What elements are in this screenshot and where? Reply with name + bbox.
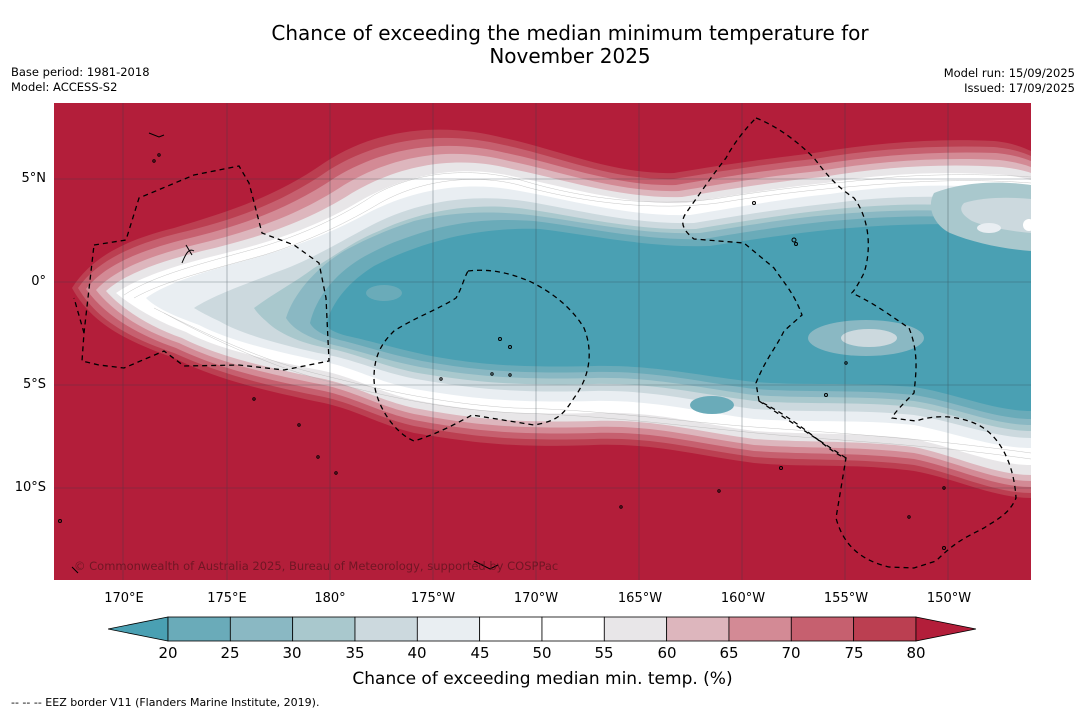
cool-patch-east-inner [961,197,1031,233]
cool-patch-west [366,285,402,301]
islands [58,132,946,574]
eez-legend-note: -- -- -- EEZ border V11 (Flanders Marine… [11,696,320,709]
colorbar-tick-45: 45 [470,644,490,662]
lon-tick-150w: 150°W [926,591,972,606]
colorbar-cell-0 [167,616,231,642]
colorbar-cells [108,616,977,642]
contour-lines [123,172,1031,460]
colorbar-extend-low [108,616,169,642]
title-line-2: November 2025 [489,44,651,68]
colorbar-tick-60: 60 [657,644,677,662]
colorbar-tick-75: 75 [844,644,864,662]
colorbar-tick-70: 70 [781,644,801,662]
model-name: Model: ACCESS-S2 [11,80,118,94]
lon-tick-175w: 175°W [410,591,456,606]
colorbar-cell-6 [541,616,605,642]
meta-right: Model run: 15/09/2025 Issued: 17/09/2025 [944,66,1075,96]
lon-tick-170e: 170°E [104,591,144,606]
lat-tick-5s: 5°S [22,377,46,392]
colorbar-tick-65: 65 [719,644,739,662]
issued-date: Issued: 17/09/2025 [964,81,1075,95]
lon-tick-170w: 170°W [513,591,559,606]
colorbar-tick-50: 50 [532,644,552,662]
colorbar-tick-35: 35 [345,644,365,662]
colorbar-tick-80: 80 [906,644,926,662]
lon-tick-155w: 155°W [823,591,869,606]
map-title: Chance of exceeding the median minimum t… [160,22,980,68]
colorbar-cell-8 [666,616,730,642]
map-svg [54,103,1031,580]
cool-patch-central-inner [841,329,897,347]
colorbar-tick-20: 20 [158,644,178,662]
colorbar-tick-40: 40 [407,644,427,662]
model-run: Model run: 15/09/2025 [943,66,1075,80]
colorbar-tick-25: 25 [220,644,240,662]
colorbar-cell-3 [354,616,418,642]
colorbar-cell-7 [603,616,668,642]
lat-tick-0: 0° [31,274,46,289]
colorbar-cell-10 [790,616,855,642]
colorbar-cell-11 [853,616,917,642]
cool-patch-east-white [1023,219,1031,231]
cool-patch-east-core [977,223,1001,233]
colorbar-extend-high [915,616,977,642]
colorbar-label: Chance of exceeding median min. temp. (%… [352,669,733,689]
colorbar [108,616,977,642]
colorbar-tick-55: 55 [594,644,614,662]
contour-20 [326,224,1031,411]
lon-tick-165w: 165°W [617,591,663,606]
colorbar-cell-5 [479,616,543,642]
meta-left: Base period: 1981-2018 Model: ACCESS-S2 [11,65,150,95]
lat-tick-5n: 5°N [21,171,47,186]
colorbar-cell-2 [292,616,356,642]
lon-tick-175e: 175°E [207,591,247,606]
gridlines [54,103,1031,580]
colorbar-cell-1 [229,616,294,642]
colorbar-cell-4 [416,616,481,642]
lon-tick-180: 180° [314,591,346,606]
lat-tick-10s: 10°S [14,480,46,495]
colorbar-tick-30: 30 [282,644,302,662]
cool-patch-south [690,396,734,414]
base-period: Base period: 1981-2018 [11,65,150,79]
title-line-1: Chance of exceeding the median minimum t… [271,21,869,45]
copyright-notice: © Commonwealth of Australia 2025, Bureau… [74,559,559,573]
lon-tick-160w: 160°W [720,591,766,606]
eez-borders [73,117,1017,569]
probability-map [54,103,1031,580]
colorbar-cell-9 [728,616,792,642]
